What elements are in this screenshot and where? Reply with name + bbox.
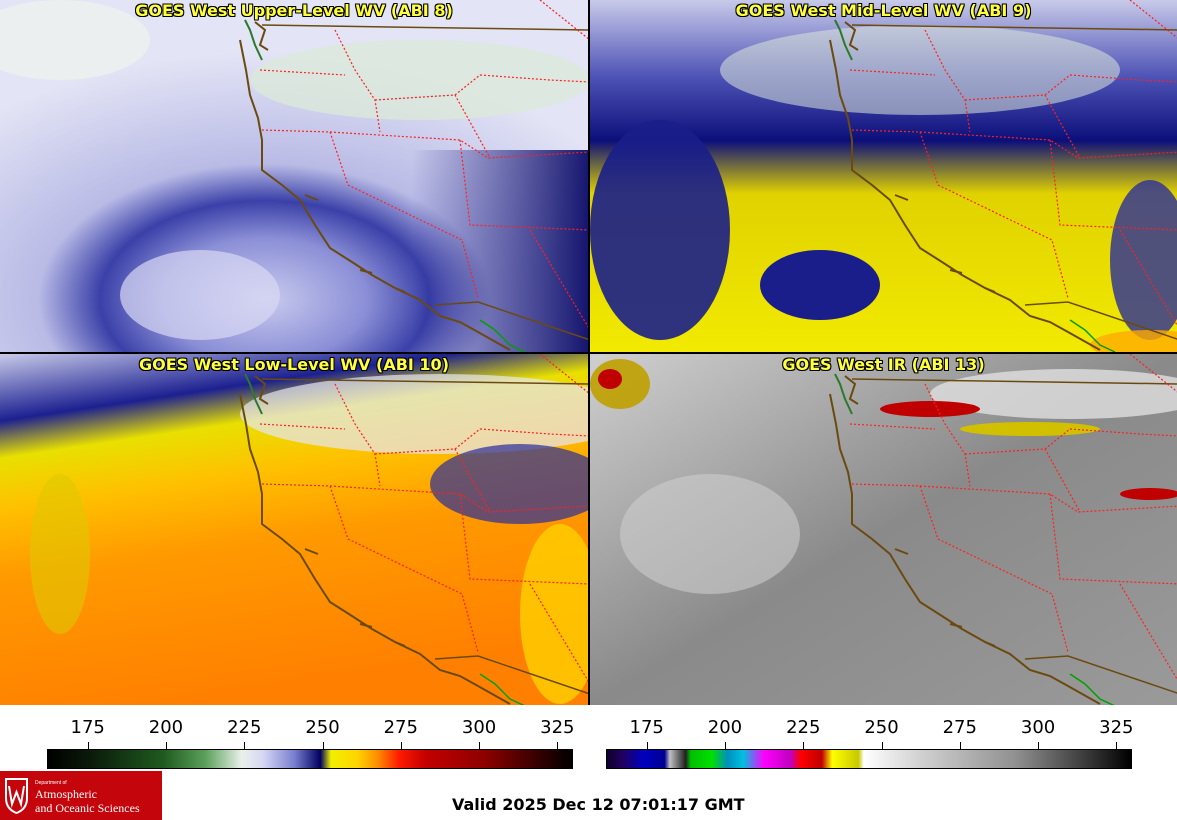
logo-name-line1: Atmospheric: [35, 787, 97, 801]
colorbar-tick: [322, 742, 324, 749]
aos-logo: Department of Atmospheric and Oceanic Sc…: [0, 771, 162, 820]
colorbar-tick-label: 325: [540, 717, 575, 738]
colorbar-tick: [881, 742, 883, 749]
colorbar-tick-label: 175: [70, 717, 105, 738]
low-level-wv-image: [0, 354, 588, 705]
colorbar-tick: [646, 742, 648, 749]
colorbar-tick-label: 300: [1020, 717, 1056, 738]
infrared-colorbar: [606, 749, 1132, 769]
colorbar-tick: [1038, 742, 1040, 749]
panel-divider-horizontal: [0, 352, 1177, 354]
low-level-wv-panel: GOES West Low-Level WV (ABI 10): [0, 354, 588, 705]
colorbar-tick-label: 175: [629, 717, 664, 738]
colorbar-tick: [244, 742, 246, 749]
water-vapor-colorbar: [47, 749, 573, 769]
logo-department-text: Department of: [35, 780, 67, 786]
colorbar-tick: [479, 742, 481, 749]
colorbar-tick: [400, 742, 402, 749]
colorbar-tick: [557, 742, 559, 749]
infrared-panel: GOES West IR (ABI 13): [590, 354, 1177, 705]
colorbar-tick-label: 325: [1099, 717, 1134, 738]
colorbar-tick-label: 250: [305, 717, 340, 738]
upper-level-wv-image: [0, 0, 588, 352]
colorbar-tick-label: 300: [461, 717, 497, 738]
colorbar-tick-label: 225: [786, 717, 821, 738]
panel-title: GOES West IR (ABI 13): [782, 355, 985, 374]
colorbar-tick-label: 200: [707, 717, 743, 738]
panel-title: GOES West Upper-Level WV (ABI 8): [135, 1, 453, 20]
logo-name-line2: and Oceanic Sciences: [35, 801, 140, 815]
colorbar-tick-label: 200: [148, 717, 184, 738]
mid-level-wv-image: [590, 0, 1177, 352]
upper-level-wv-panel: GOES West Upper-Level WV (ABI 8): [0, 0, 588, 352]
colorbar-tick-label: 250: [864, 717, 899, 738]
panel-title: GOES West Low-Level WV (ABI 10): [138, 355, 449, 374]
colorbar-tick-label: 275: [942, 717, 977, 738]
panel-title: GOES West Mid-Level WV (ABI 9): [735, 1, 1032, 20]
colorbar-tick: [803, 742, 805, 749]
colorbar-tick: [724, 742, 726, 749]
uw-crest-icon: [5, 778, 28, 814]
colorbar-tick: [1116, 742, 1118, 749]
valid-time: Valid 2025 Dec 12 07:01:17 GMT: [452, 795, 745, 814]
colorbar-tick: [165, 742, 167, 749]
colorbar-tick-label: 225: [227, 717, 262, 738]
colorbar-tick: [959, 742, 961, 749]
colorbar-tick: [87, 742, 89, 749]
colorbar-tick-label: 275: [383, 717, 418, 738]
infrared-image: [590, 354, 1177, 705]
mid-level-wv-panel: GOES West Mid-Level WV (ABI 9): [590, 0, 1177, 352]
